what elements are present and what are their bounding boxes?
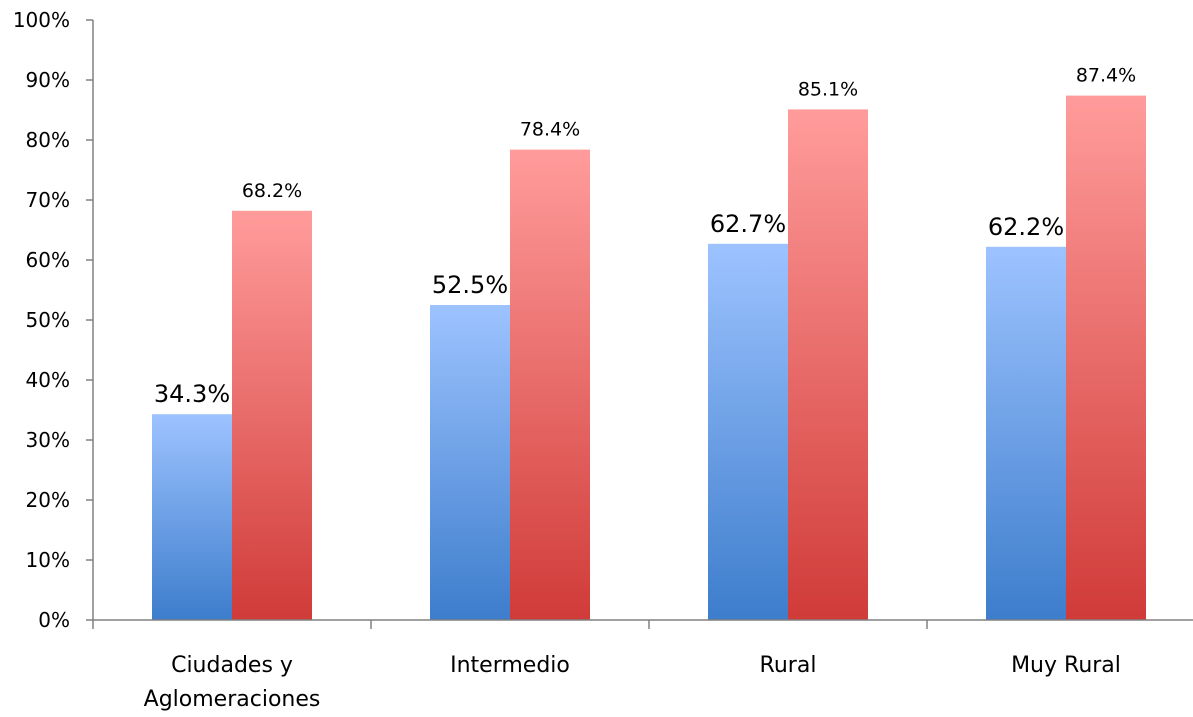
y-tick-label: 10%: [26, 548, 70, 572]
bar-series1-1: [152, 414, 232, 620]
data-label-series1-1: 34.3%: [154, 380, 230, 408]
data-label-series1-3: 62.7%: [710, 210, 786, 238]
x-category-label: Ciudades y Aglomeraciones: [144, 653, 321, 712]
x-category-label: Muy Rural: [1011, 653, 1121, 678]
bar-series1-4: [986, 246, 1066, 621]
x-category-label: Rural: [760, 653, 817, 678]
bar-series2-4: [1066, 95, 1146, 621]
y-tick-label: 70%: [26, 188, 70, 212]
y-tick-label: 80%: [26, 128, 70, 152]
bar-series1-3: [708, 243, 788, 621]
data-label-series1-2: 52.5%: [432, 271, 508, 299]
bar-series1-2: [430, 305, 510, 620]
data-label-series2-2: 78.4%: [520, 119, 580, 141]
data-label-series2-1: 68.2%: [242, 180, 302, 202]
data-label-series1-4: 62.2%: [988, 213, 1064, 241]
axes-group: 0% 10% 20% 30% 40% 50% 60% 70% 80% 90% 100% Ciudade…: [13, 8, 1193, 712]
labels-group: 34.3% 52.5% 62.7% 62.2% 68.2% 78.4% 85.1% 87.4%: [154, 65, 1136, 409]
y-tick-label: 0%: [38, 608, 70, 632]
y-tick-label: 90%: [26, 68, 70, 92]
y-tick-label: 30%: [26, 428, 70, 452]
x-category-label: Intermedio: [450, 653, 570, 678]
y-tick-label: 60%: [26, 248, 70, 272]
bar-series2-1: [232, 210, 312, 621]
y-tick-label: 100%: [13, 8, 70, 32]
data-label-series2-3: 85.1%: [798, 78, 858, 100]
data-label-series2-4: 87.4%: [1076, 65, 1136, 87]
y-tick-label: 50%: [26, 308, 70, 332]
bar-series2-2: [510, 149, 590, 620]
y-tick-label: 20%: [26, 488, 70, 512]
bar-series2-3: [788, 109, 868, 621]
bars-group: [152, 95, 1146, 621]
y-tick-label: 40%: [26, 368, 70, 392]
